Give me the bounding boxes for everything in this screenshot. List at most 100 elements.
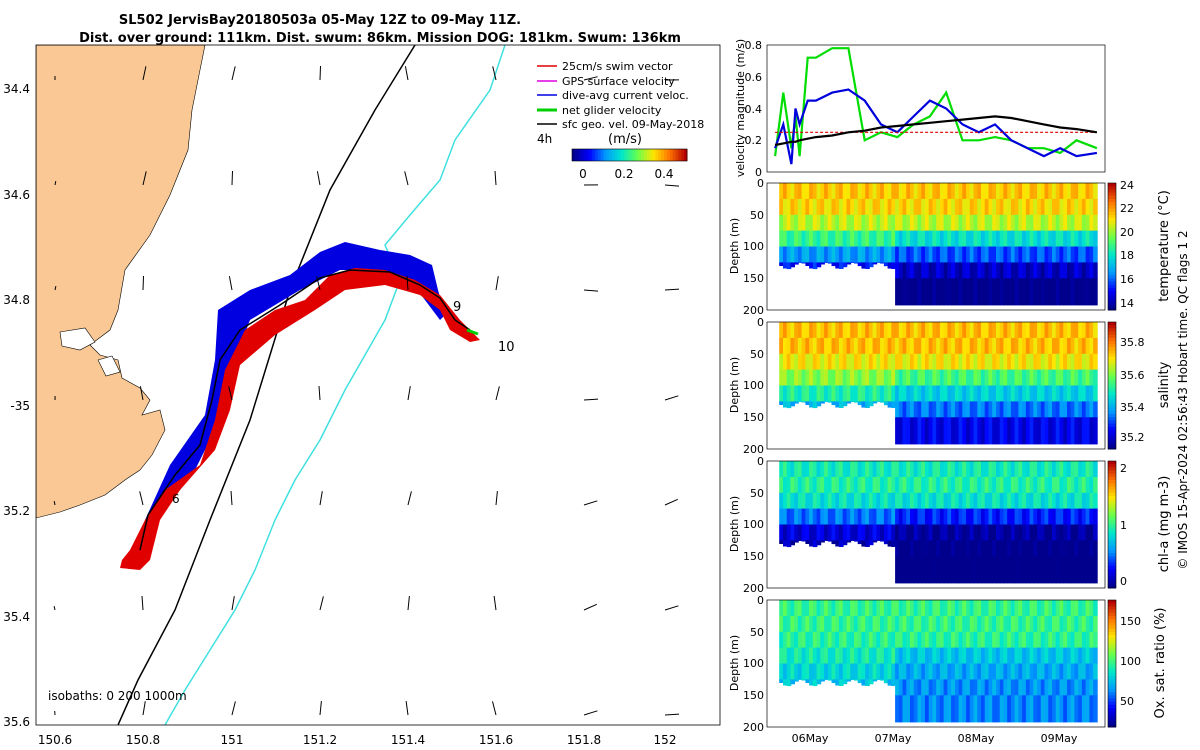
section-cell bbox=[939, 322, 945, 339]
section-cell bbox=[839, 492, 844, 510]
section-cell bbox=[992, 183, 997, 200]
section-cell bbox=[981, 663, 986, 680]
section-cell bbox=[872, 461, 878, 478]
salinity-plot-frame bbox=[766, 321, 1106, 450]
section-cell bbox=[835, 615, 840, 633]
geo-velocity-arrow bbox=[492, 701, 497, 716]
section-cell bbox=[902, 337, 908, 355]
section-cell bbox=[1078, 369, 1083, 386]
section-cell bbox=[820, 476, 825, 494]
section-cell bbox=[966, 353, 971, 371]
title-line-2: Dist. over ground: 111km. Dist. swum: 86… bbox=[79, 31, 681, 46]
colorbar-cell bbox=[1108, 663, 1116, 668]
section-cell bbox=[1081, 492, 1087, 510]
section-cell bbox=[854, 262, 859, 264]
section-cell bbox=[939, 508, 945, 525]
section-cell bbox=[1052, 615, 1057, 633]
section-cell bbox=[928, 278, 934, 306]
geo-velocity-arrow bbox=[142, 66, 147, 81]
section-cell bbox=[809, 322, 814, 339]
section-cell bbox=[801, 198, 807, 216]
section-cell bbox=[1018, 663, 1023, 680]
section-cell bbox=[1033, 556, 1038, 584]
colorbar-cell bbox=[635, 149, 639, 161]
section-cell bbox=[872, 492, 878, 510]
section-cell bbox=[809, 353, 814, 371]
time-tick: 08May bbox=[958, 732, 995, 745]
section-cell bbox=[1089, 385, 1094, 402]
section-cell bbox=[951, 230, 956, 247]
section-cell bbox=[1025, 230, 1031, 247]
section-cell bbox=[917, 417, 923, 445]
velocity-panel: velocity magnitude (m/s) 0 0.2 0.4 0.6 0… bbox=[734, 39, 1106, 179]
section-cell bbox=[999, 230, 1005, 247]
section-cell bbox=[783, 385, 788, 402]
section-cell bbox=[1018, 401, 1023, 418]
section-cell bbox=[790, 214, 795, 232]
section-cell bbox=[820, 262, 825, 265]
section-cell bbox=[1040, 476, 1046, 494]
section-cell bbox=[988, 369, 994, 386]
section-cell bbox=[876, 369, 881, 386]
section-cell bbox=[1085, 695, 1091, 723]
section-cell bbox=[850, 198, 855, 216]
section-cell bbox=[857, 214, 863, 232]
section-cell bbox=[883, 214, 889, 232]
section-cell bbox=[939, 556, 945, 584]
section-cell bbox=[902, 278, 908, 306]
section-cell bbox=[999, 663, 1005, 680]
section-cell bbox=[992, 492, 997, 510]
map-x-tick: 150.8 bbox=[126, 733, 160, 747]
geo-velocity-arrow bbox=[406, 275, 409, 291]
section-cell bbox=[1014, 476, 1020, 494]
section-cell bbox=[820, 353, 825, 371]
section-cell bbox=[786, 615, 792, 633]
glider-track bbox=[139, 269, 471, 551]
section-cell bbox=[1078, 262, 1083, 279]
section-cell bbox=[1040, 214, 1046, 232]
section-cell bbox=[981, 461, 986, 478]
section-cell bbox=[943, 337, 949, 355]
section-cell bbox=[1070, 369, 1076, 386]
section-cell bbox=[868, 262, 874, 268]
section-cell bbox=[1089, 631, 1094, 649]
section-cell bbox=[805, 322, 810, 339]
section-cell bbox=[809, 508, 814, 525]
section-cell bbox=[883, 476, 889, 494]
section-cell bbox=[925, 198, 930, 216]
section-cell bbox=[887, 663, 893, 680]
section-cell bbox=[850, 615, 855, 633]
section-cell bbox=[1052, 322, 1057, 339]
section-cell bbox=[779, 353, 784, 371]
section-cell bbox=[1014, 198, 1020, 216]
section-cell bbox=[984, 214, 990, 232]
section-cell bbox=[854, 615, 859, 633]
geo-velocity-arrow bbox=[495, 491, 498, 506]
section-cell bbox=[820, 230, 825, 247]
section-cell bbox=[861, 214, 866, 232]
section-cell bbox=[887, 183, 893, 200]
geo-velocity-arrow bbox=[139, 386, 144, 401]
section-cell bbox=[898, 417, 904, 445]
section-cell bbox=[1018, 198, 1023, 216]
section-cell bbox=[928, 461, 934, 478]
section-cell bbox=[1093, 461, 1098, 478]
section-cell bbox=[1055, 322, 1061, 339]
section-cell bbox=[805, 262, 810, 266]
section-cell bbox=[1055, 508, 1061, 525]
colorbar-cell bbox=[675, 149, 679, 161]
section-cell bbox=[831, 246, 837, 263]
section-cell bbox=[1007, 417, 1012, 445]
section-cell bbox=[992, 647, 997, 664]
section-cell bbox=[854, 246, 859, 263]
colorbar-cell bbox=[1108, 379, 1116, 383]
section-cell bbox=[857, 230, 863, 247]
section-cell bbox=[1074, 353, 1079, 371]
section-cell bbox=[1063, 663, 1068, 680]
section-cell bbox=[1074, 524, 1079, 541]
section-cell bbox=[876, 230, 881, 247]
section-cell bbox=[992, 540, 997, 557]
section-cell bbox=[943, 246, 949, 263]
geo-velocity-arrow bbox=[318, 385, 321, 401]
section-cell bbox=[913, 278, 919, 306]
